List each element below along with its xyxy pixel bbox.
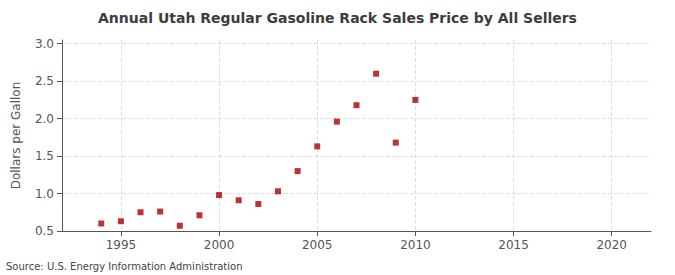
svg-text:2005: 2005 <box>302 238 333 252</box>
svg-text:3.0: 3.0 <box>35 37 54 51</box>
svg-text:1.0: 1.0 <box>35 187 54 201</box>
svg-text:2.5: 2.5 <box>35 74 54 88</box>
svg-text:0.5: 0.5 <box>35 224 54 238</box>
svg-text:Dollars per Gallon: Dollars per Gallon <box>9 82 23 190</box>
svg-text:2015: 2015 <box>498 238 529 252</box>
svg-text:2.0: 2.0 <box>35 112 54 126</box>
svg-text:Source: U.S. Energy Informatio: Source: U.S. Energy Information Administ… <box>6 261 243 272</box>
svg-text:2000: 2000 <box>204 238 235 252</box>
svg-text:1.5: 1.5 <box>35 149 54 163</box>
svg-text:Annual Utah Regular Gasoline R: Annual Utah Regular Gasoline Rack Sales … <box>98 10 577 26</box>
svg-text:2010: 2010 <box>400 238 431 252</box>
svg-text:2020: 2020 <box>596 238 627 252</box>
svg-text:1995: 1995 <box>106 238 137 252</box>
